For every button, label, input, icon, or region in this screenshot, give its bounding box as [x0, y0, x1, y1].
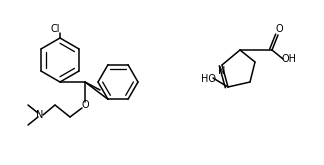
Text: Cl: Cl — [50, 24, 60, 34]
Text: N: N — [36, 110, 44, 120]
Text: N: N — [218, 66, 226, 76]
Text: HO: HO — [201, 74, 215, 84]
Text: OH: OH — [282, 54, 296, 64]
Text: O: O — [81, 100, 89, 110]
Text: O: O — [275, 24, 283, 34]
